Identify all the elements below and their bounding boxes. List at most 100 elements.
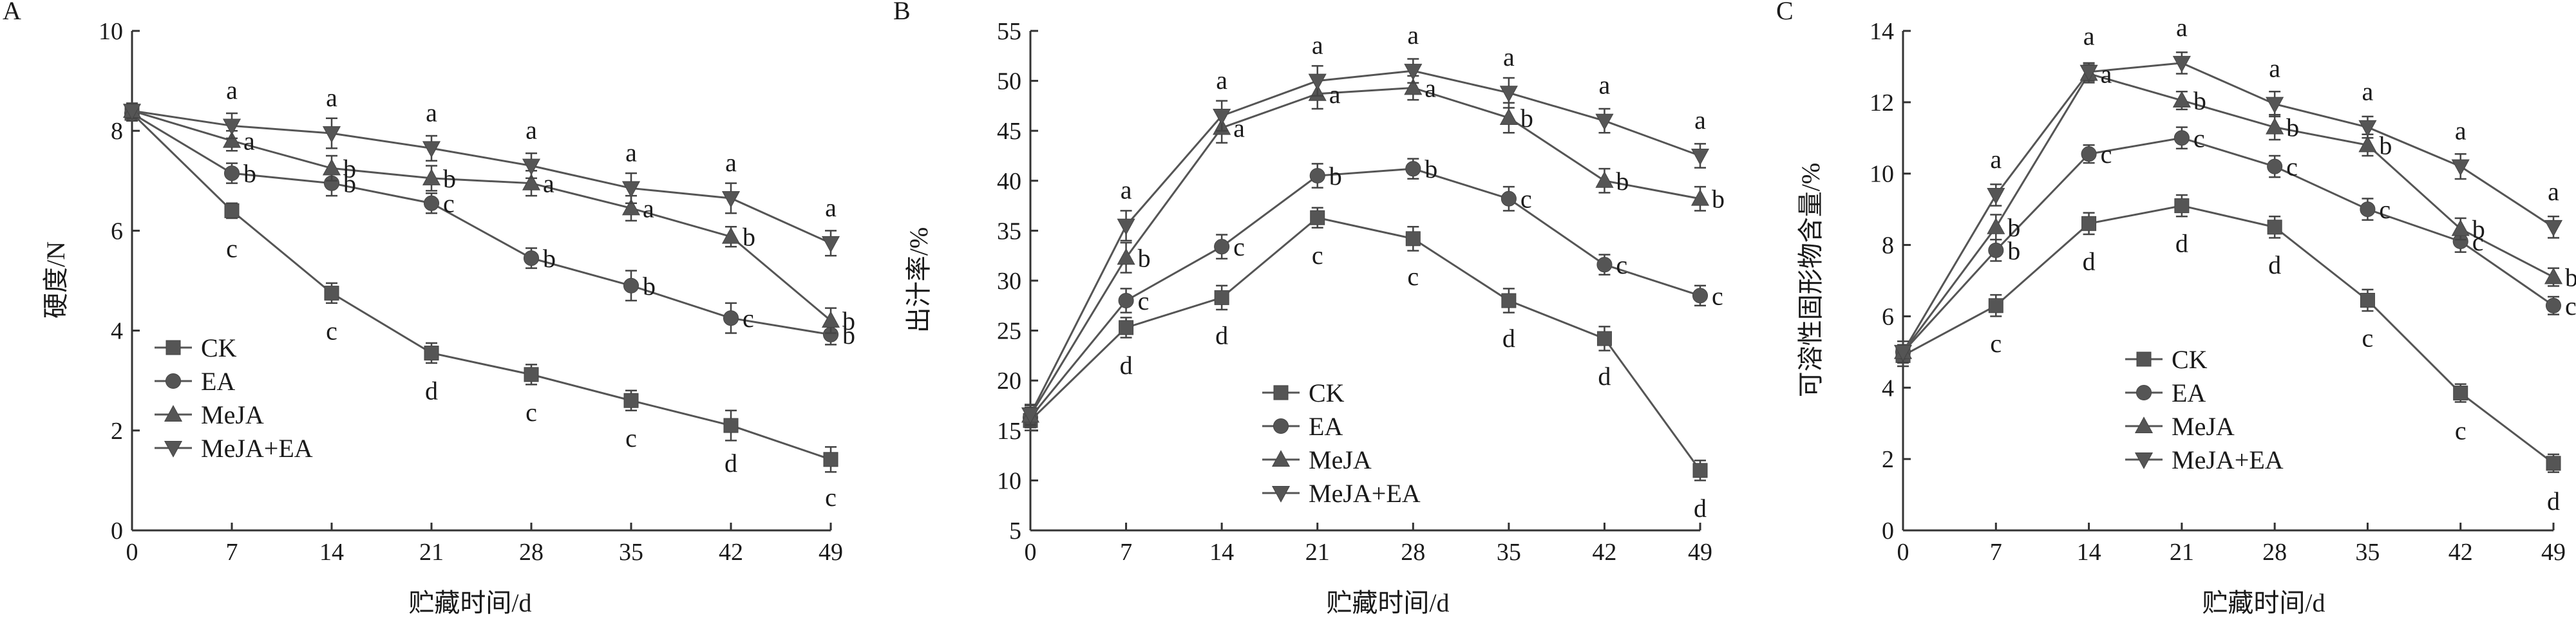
panel-c-letter: C (1776, 0, 1794, 25)
series-line (1902, 72, 2554, 353)
significance-letter: c (2193, 124, 2205, 153)
y-tick-label: 5 (1009, 518, 1021, 545)
panel-c-xlabel: 贮藏时间/d (2202, 588, 2325, 617)
square-marker (823, 452, 838, 467)
panel-b: B 出汁率/% 贮藏时间/d (893, 0, 1450, 617)
significance-letter: a (625, 138, 637, 167)
circle-marker (723, 310, 739, 326)
series-line (1029, 167, 1701, 418)
triangle-down-marker (1893, 344, 1913, 362)
panel-c: C 可溶性固形物含量/% 贮藏时间/d (1776, 0, 2325, 617)
triangle-up-marker (821, 311, 840, 328)
significance-letter: a (2362, 77, 2374, 106)
y-tick-label: 10 (1870, 161, 1894, 188)
x-tick-label: 42 (2448, 539, 2473, 566)
significance-letter: c (2565, 292, 2576, 321)
circle-marker (523, 250, 540, 266)
circle-marker (1273, 418, 1289, 434)
significance-letter: c (825, 483, 837, 512)
triangle-down-marker (2358, 120, 2377, 137)
legend-label: MeJA (201, 400, 264, 429)
y-tick-label: 8 (1882, 232, 1894, 259)
panel-b-ylabel: 出汁率/% (904, 227, 933, 333)
x-tick-label: 49 (1688, 539, 1712, 566)
circle-marker (423, 195, 440, 211)
circle-marker (2136, 384, 2152, 401)
significance-letter: b (1138, 243, 1151, 272)
significance-letter: a (1990, 145, 2002, 174)
significance-letter: b (842, 321, 855, 350)
y-tick-label: 8 (111, 118, 123, 145)
significance-letter: a (2176, 13, 2188, 42)
triangle-down-marker (1271, 486, 1291, 503)
significance-letter: c (1616, 250, 1627, 279)
x-tick-label: 28 (1401, 539, 1425, 566)
significance-letter: a (226, 75, 238, 104)
series-line (131, 109, 831, 245)
significance-letter: b (443, 164, 456, 193)
significance-letter: b (2472, 215, 2485, 244)
triangle-down-marker (122, 104, 142, 120)
circle-marker (1214, 239, 1230, 255)
triangle-up-marker (1271, 450, 1291, 467)
triangle-down-marker (1595, 113, 1614, 131)
y-tick-label: 0 (111, 518, 123, 545)
circle-marker (2081, 146, 2097, 162)
triangle-up-marker (2172, 91, 2191, 108)
series-meja-ea (1021, 58, 1710, 425)
triangle-down-marker (1308, 73, 1327, 91)
x-tick-label: 21 (1305, 539, 1330, 566)
significance-letter: c (2101, 140, 2112, 169)
x-tick-label: 21 (419, 539, 444, 566)
y-tick-label: 4 (1882, 375, 1894, 402)
series-ck (1023, 207, 1708, 481)
significance-letter: d (2547, 487, 2560, 516)
legend: CK EA MeJA MeJA+EA (155, 333, 313, 463)
panel-c-ylabel: 可溶性固形物含量/% (1796, 163, 1825, 397)
panel-a-ylabel: 硬度/N (41, 241, 70, 319)
x-tick-label: 14 (1209, 539, 1234, 566)
triangle-up-marker (2266, 117, 2284, 135)
triangle-up-marker (1499, 108, 1518, 125)
triangle-down-marker (621, 181, 641, 198)
significance-letter: a (1312, 31, 1323, 60)
significance-letter: a (1216, 66, 1227, 95)
significance-letter: c (443, 189, 455, 218)
significance-letter: a (643, 194, 654, 223)
legend-label: EA (2172, 378, 2206, 407)
legend-label: MeJA+EA (1309, 479, 1421, 508)
triangle-down-marker (2451, 159, 2470, 176)
triangle-down-marker (422, 141, 441, 158)
significance-letter: a (1694, 106, 1706, 135)
x-tick-label: 14 (319, 539, 344, 566)
square-marker (1214, 290, 1229, 305)
y-tick-label: 40 (997, 168, 1021, 195)
triangle-up-marker (1987, 218, 2005, 234)
triangle-down-marker (2134, 452, 2154, 469)
triangle-up-marker (1595, 171, 1614, 188)
series-line (1029, 70, 1701, 415)
x-tick-label: 49 (2541, 539, 2566, 566)
y-tick-label: 12 (1870, 89, 1894, 117)
significance-letter: c (226, 234, 238, 263)
panel-b-letter: B (893, 0, 911, 25)
significance-letter: a (2101, 60, 2112, 89)
y-tick-label: 10 (997, 467, 1021, 494)
significance-letter: c (1712, 281, 1723, 310)
legend-label: EA (1309, 412, 1343, 441)
y-tick-label: 30 (997, 268, 1021, 295)
significance-letter: c (2472, 227, 2484, 256)
legend-label: CK (1309, 378, 1345, 407)
series-meja (1893, 64, 2563, 364)
significance-letter: b (543, 244, 556, 273)
triangle-down-marker (2079, 64, 2098, 82)
x-tick-label: 7 (1990, 539, 2002, 566)
panel-a-letter: A (3, 0, 21, 25)
series-line (1902, 136, 2554, 353)
triangle-up-marker (721, 227, 741, 244)
square-marker (2136, 351, 2152, 367)
circle-marker (2174, 130, 2190, 146)
circle-marker (623, 277, 639, 294)
series-meja (1021, 75, 1710, 427)
circle-marker (2267, 158, 2283, 174)
